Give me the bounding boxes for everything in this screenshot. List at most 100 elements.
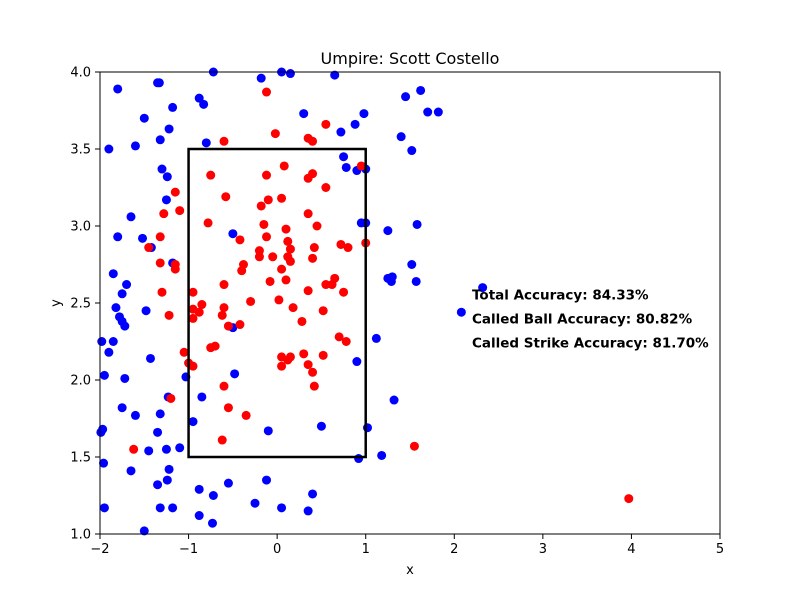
- data-point: [277, 503, 287, 513]
- data-point: [157, 164, 167, 174]
- data-point: [153, 480, 163, 490]
- data-point: [297, 316, 307, 326]
- data-point: [277, 361, 287, 371]
- data-point: [303, 506, 313, 516]
- data-point: [279, 161, 289, 171]
- data-point: [263, 426, 273, 436]
- data-point: [117, 403, 127, 413]
- data-point: [223, 321, 233, 331]
- data-point: [309, 243, 319, 253]
- data-point: [308, 136, 318, 146]
- data-point: [281, 224, 291, 234]
- strike-zone: [187, 147, 367, 459]
- data-point: [113, 232, 123, 242]
- data-point: [339, 287, 349, 297]
- data-point: [309, 381, 319, 391]
- data-point: [104, 347, 114, 357]
- data-point: [219, 280, 229, 290]
- data-point: [624, 494, 634, 504]
- data-point: [175, 206, 185, 216]
- data-point: [336, 127, 346, 137]
- data-point: [175, 443, 185, 453]
- y-axis: 1.0 1.5 2.0 2.5 3.0 3.5 4.0: [70, 66, 100, 543]
- data-point: [188, 417, 198, 427]
- y-tick-label: 3.5: [70, 143, 91, 158]
- data-points: [96, 67, 634, 536]
- data-point: [210, 341, 220, 351]
- y-tick-label: 1.5: [70, 451, 91, 466]
- data-point: [359, 109, 369, 119]
- data-point: [113, 84, 123, 94]
- data-point: [409, 441, 419, 451]
- data-point: [219, 381, 229, 391]
- data-point: [250, 498, 260, 508]
- data-point: [166, 393, 176, 403]
- chart-title: Umpire: Scott Costello: [321, 49, 500, 68]
- data-point: [208, 491, 218, 500]
- data-point: [139, 526, 149, 536]
- data-point: [144, 446, 154, 456]
- data-point: [155, 135, 165, 145]
- data-point: [99, 458, 109, 468]
- data-point: [316, 421, 326, 431]
- data-point: [99, 503, 109, 513]
- data-point: [299, 109, 309, 119]
- x-tick-label: 5: [716, 542, 724, 557]
- data-point: [277, 193, 287, 203]
- accuracy-annotation: Called Ball Accuracy: 80.82%: [472, 311, 693, 327]
- data-point: [303, 209, 313, 219]
- data-point: [219, 136, 229, 146]
- data-point: [120, 373, 130, 383]
- y-tick-label: 2.0: [70, 374, 91, 389]
- data-point: [371, 333, 381, 343]
- data-point: [170, 187, 180, 197]
- data-point: [268, 252, 278, 262]
- data-point: [389, 395, 399, 405]
- data-point: [433, 107, 443, 117]
- data-point: [262, 475, 272, 485]
- data-point: [321, 119, 331, 129]
- data-point: [170, 264, 180, 274]
- data-point: [303, 360, 313, 370]
- data-point: [262, 232, 272, 242]
- data-point: [230, 369, 240, 379]
- data-point: [265, 276, 275, 286]
- data-point: [327, 280, 337, 290]
- data-point: [263, 195, 273, 205]
- data-point: [154, 78, 164, 88]
- data-point: [330, 70, 340, 80]
- data-point: [130, 410, 140, 420]
- data-point: [120, 321, 130, 331]
- data-point: [168, 503, 178, 513]
- data-point: [285, 352, 295, 362]
- data-point: [283, 236, 293, 246]
- x-tick-label: 1: [362, 542, 370, 557]
- data-point: [164, 310, 174, 320]
- data-point: [254, 246, 264, 256]
- data-point: [274, 295, 284, 305]
- data-point: [343, 243, 353, 253]
- data-point: [281, 275, 291, 285]
- data-point: [396, 132, 406, 142]
- data-point: [104, 144, 114, 154]
- data-point: [401, 92, 411, 102]
- data-point: [130, 141, 140, 151]
- data-point: [145, 353, 155, 363]
- data-point: [407, 146, 417, 156]
- data-point: [97, 337, 107, 346]
- data-point: [277, 264, 287, 274]
- data-point: [217, 310, 227, 320]
- data-point: [412, 219, 422, 229]
- accuracy-annotation: Total Accuracy: 84.33%: [472, 287, 649, 303]
- data-point: [254, 252, 264, 262]
- data-point: [197, 300, 207, 310]
- data-point: [362, 423, 372, 433]
- data-point: [256, 201, 266, 211]
- data-point: [235, 320, 245, 330]
- data-point: [168, 102, 178, 112]
- data-point: [341, 337, 351, 346]
- data-point: [206, 170, 216, 180]
- data-point: [188, 287, 198, 297]
- data-point: [223, 478, 233, 488]
